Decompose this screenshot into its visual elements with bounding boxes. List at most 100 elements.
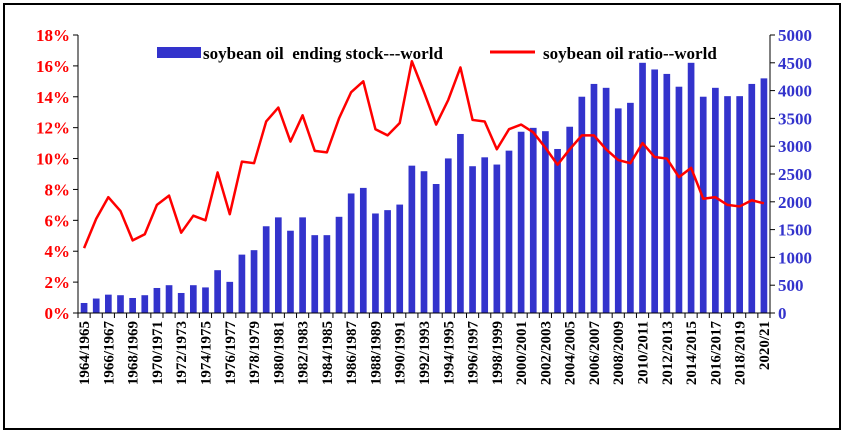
legend-bar-label: soybean oil ending stock---world <box>203 44 443 63</box>
left-tick-label: 4% <box>45 242 71 261</box>
bar-2015/2016 <box>699 96 707 313</box>
bar-1970/1971 <box>153 287 161 313</box>
bar-1994/1995 <box>444 158 452 313</box>
bar-2010/2011 <box>639 62 646 313</box>
x-tick-label: 1964/1965 <box>77 321 93 385</box>
bar-1992/1993 <box>420 171 428 313</box>
right-axis-ticks: 0 500 1000 1500 2000 2500 3000 3500 4000 4500 5000 <box>770 26 812 323</box>
bar-1989/1990 <box>384 210 391 313</box>
bar-1985/1986 <box>335 216 343 313</box>
bar-1999/2000 <box>505 150 513 313</box>
bar-2008/2009 <box>614 108 622 313</box>
bar-2009/2010 <box>627 102 634 313</box>
legend-line-label: soybean oil ratio--world <box>543 44 717 63</box>
x-tick-label: 2020/21 <box>757 321 773 370</box>
bar-2000/2001 <box>517 131 525 313</box>
bar-1980/1981 <box>274 217 282 313</box>
bar-1990/1991 <box>396 204 404 313</box>
bar-2014/2015 <box>687 62 695 313</box>
right-tick-label: 1000 <box>778 248 812 267</box>
bar-1983/1984 <box>311 235 319 313</box>
left-axis-ticks: 0% 2% 4% 6% 8% 10% 12% 14% 16% 18% <box>36 26 78 323</box>
x-tick-label: 2004/2005 <box>563 321 579 385</box>
bar-2012/2013 <box>663 73 671 313</box>
bar-1982/1983 <box>299 217 306 313</box>
left-tick-label: 14% <box>36 88 70 107</box>
bar-series <box>80 62 768 314</box>
x-tick-label: 1994/1995 <box>441 321 457 385</box>
legend-bar-swatch <box>157 47 201 58</box>
bar-1978/1979 <box>250 250 258 313</box>
left-tick-label: 2% <box>45 273 71 292</box>
right-tick-label: 0 <box>778 304 787 323</box>
right-tick-label: 4000 <box>778 82 812 101</box>
x-tick-label: 1966/1967 <box>101 321 117 386</box>
bar-1977/1978 <box>238 254 246 313</box>
bar-1984/1985 <box>323 235 331 313</box>
x-tick-label: 2010/2011 <box>636 321 652 384</box>
bar-1981/1982 <box>287 230 294 313</box>
bar-1968/1969 <box>129 297 136 313</box>
bar-1995/1996 <box>457 133 464 313</box>
x-tick-label: 2002/2003 <box>538 321 554 385</box>
bar-1987/1988 <box>359 187 367 313</box>
left-tick-label: 12% <box>36 119 70 138</box>
x-tick-label: 1990/1991 <box>393 321 409 385</box>
x-tick-label: 2006/2007 <box>587 321 603 386</box>
bar-1965/1966 <box>92 298 100 313</box>
bar-1997/1998 <box>481 157 489 313</box>
bar-2006/2007 <box>590 83 598 314</box>
line-series <box>82 60 765 249</box>
bar-1991/1992 <box>408 165 416 313</box>
x-tick-label: 1980/1981 <box>271 321 287 385</box>
bar-1966/1967 <box>105 294 112 313</box>
x-tick-label: 1998/1999 <box>490 321 506 385</box>
chart-svg: soybean oil ending stock---world soybean… <box>36 26 812 385</box>
bar-2011/2012 <box>651 69 659 313</box>
bar-1975/1976 <box>214 270 221 313</box>
bar-2020/21 <box>760 78 768 314</box>
left-tick-label: 16% <box>36 57 70 76</box>
bar-2019/2020 <box>748 83 756 314</box>
x-tick-label: 2014/2015 <box>684 321 700 385</box>
chart-frame: soybean oil ending stock---world soybean… <box>3 3 841 430</box>
left-tick-label: 0% <box>45 304 71 323</box>
bar-2016/2017 <box>712 87 719 313</box>
bar-2004/2005 <box>566 126 574 314</box>
bar-1973/1974 <box>189 285 197 313</box>
right-tick-label: 4500 <box>778 54 812 73</box>
right-tick-label: 2500 <box>778 165 812 184</box>
bar-1986/1987 <box>347 193 355 313</box>
bar-1974/1975 <box>202 287 209 313</box>
bar-2003/2004 <box>554 148 561 313</box>
right-tick-label: 1500 <box>778 221 812 240</box>
x-tick-label: 1974/1975 <box>198 321 214 385</box>
bar-1971/1972 <box>165 285 173 313</box>
bar-2007/2008 <box>602 87 610 313</box>
bar-2013/2014 <box>675 86 683 314</box>
bar-2001/2002 <box>529 127 537 313</box>
x-tick-label: 1968/1969 <box>126 321 142 385</box>
left-tick-label: 18% <box>36 26 70 45</box>
left-tick-label: 6% <box>45 211 71 230</box>
x-tick-label: 1970/1971 <box>150 321 166 385</box>
x-tick-label: 2000/2001 <box>514 321 530 385</box>
x-tick-label: 1976/1977 <box>223 321 239 386</box>
left-tick-label: 8% <box>45 180 71 199</box>
bar-1998/1999 <box>493 164 501 313</box>
bar-1976/1977 <box>226 281 234 313</box>
bar-1969/1970 <box>141 295 149 313</box>
legend: soybean oil ending stock---world soybean… <box>157 44 717 63</box>
bar-1979/1980 <box>262 226 270 313</box>
x-tick-label: 2008/2009 <box>611 321 627 385</box>
bar-2002/2003 <box>542 131 549 313</box>
x-axis-ticks: 1964/1965 1966/1967 1968/1969 1970/1971 1972… <box>77 313 773 385</box>
bar-1967/1968 <box>117 295 124 313</box>
x-tick-label: 1986/1987 <box>344 321 360 386</box>
bar-2005/2006 <box>578 96 586 313</box>
x-tick-label: 2016/2017 <box>708 321 724 386</box>
x-tick-label: 1972/1973 <box>174 321 190 385</box>
right-tick-label: 500 <box>778 276 804 295</box>
right-tick-label: 2000 <box>778 193 812 212</box>
right-tick-label: 3500 <box>778 109 812 128</box>
